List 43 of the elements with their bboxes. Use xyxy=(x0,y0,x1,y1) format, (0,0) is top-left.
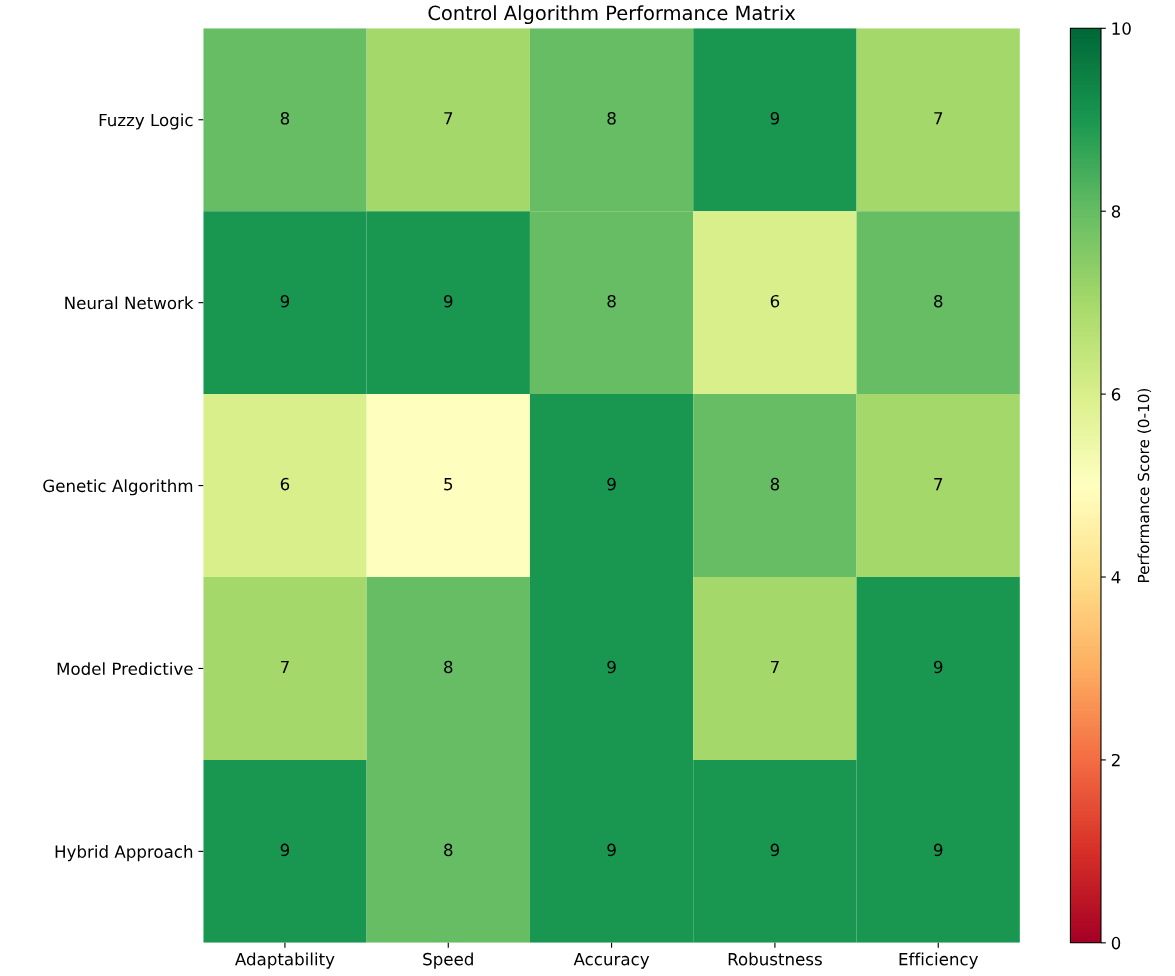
data-label: 9 xyxy=(607,660,616,674)
color-bar-label: 6 xyxy=(1111,388,1121,401)
data-label: 9 xyxy=(933,660,943,674)
data-label: 6 xyxy=(280,477,290,491)
color-bar-label: 10 xyxy=(1112,22,1131,35)
data-label: 8 xyxy=(444,843,453,857)
data-label: 9 xyxy=(280,294,290,308)
x-tick-label: Robustness xyxy=(728,952,822,966)
data-label: 8 xyxy=(770,477,780,491)
data-label: 9 xyxy=(280,843,290,857)
color-bar-label: 2 xyxy=(1111,753,1120,767)
data-label: 9 xyxy=(607,477,616,491)
data-label: 8 xyxy=(444,660,453,674)
y-tick-label: Neural Network xyxy=(65,296,194,310)
data-label: 9 xyxy=(770,111,780,125)
x-tick-label: Accuracy xyxy=(573,953,650,969)
y-tick-label: Fuzzy Logic xyxy=(99,113,193,130)
x-tick-label: Speed xyxy=(423,952,473,969)
data-label: 6 xyxy=(770,294,780,308)
data-label: 9 xyxy=(444,294,453,308)
x-tick-label: Adaptability xyxy=(235,952,335,969)
data-label: 7 xyxy=(934,478,943,491)
data-label: 8 xyxy=(607,294,616,308)
data-label: 7 xyxy=(444,112,453,125)
y-tick-label: Genetic Algorithm xyxy=(43,479,193,496)
y-tick-label: Hybrid Approach xyxy=(55,845,193,862)
data-label: 5 xyxy=(444,478,453,491)
data-label: 7 xyxy=(770,660,779,674)
chart-title: Control Algorithm Performance Matrix xyxy=(428,5,796,25)
data-label: 7 xyxy=(934,112,943,125)
data-label: 9 xyxy=(933,843,943,857)
data-label: 8 xyxy=(607,111,616,125)
color-bar-label: 4 xyxy=(1111,571,1121,584)
color-bar-label: 8 xyxy=(1111,205,1121,218)
color-bar-title: Performance Score (0-10) xyxy=(1137,388,1152,583)
data-label: 9 xyxy=(770,843,780,857)
color-bar-label: 0 xyxy=(1111,936,1121,950)
data-label: 7 xyxy=(281,660,289,674)
data-label: 8 xyxy=(280,111,290,125)
data-label: 8 xyxy=(934,294,943,308)
data-label: 9 xyxy=(607,843,616,857)
x-tick-label: Efficiency xyxy=(899,952,979,969)
y-tick-label: Model Predictive xyxy=(57,662,193,676)
